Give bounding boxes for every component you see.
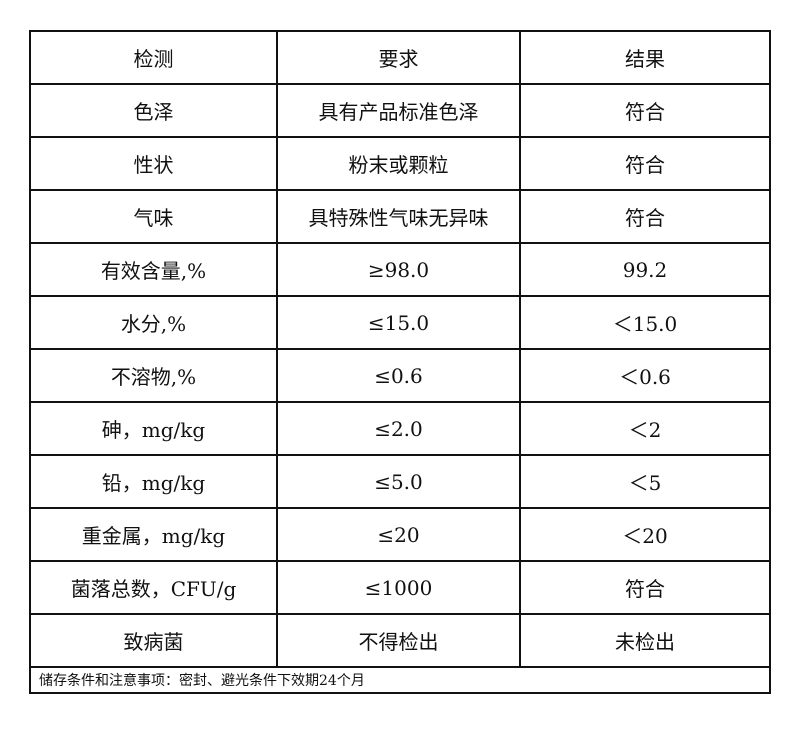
requirement-cell: 具有产品标准色泽	[276, 83, 521, 138]
requirement-cell: ≤5.0	[276, 454, 521, 509]
requirement-cell: 具特殊性气味无异味	[276, 189, 521, 244]
header-cell: 要求	[276, 30, 521, 85]
requirement-cell: ≤0.6	[276, 348, 521, 403]
table-row: 气味 具特殊性气味无异味 符合	[29, 189, 771, 244]
item-cell: 致病菌	[29, 613, 278, 668]
table-row: 致病菌 不得检出 未检出	[29, 613, 771, 668]
result-cell: ＜2	[519, 401, 771, 456]
table-row: 水分,% ≤15.0 ＜15.0	[29, 295, 771, 350]
footer-row: 储存条件和注意事项：密封、避光条件下效期24个月	[29, 666, 771, 694]
requirement-cell: ≤20	[276, 507, 521, 562]
result-cell: 99.2	[519, 242, 771, 297]
result-cell: ＜15.0	[519, 295, 771, 350]
result-cell: ＜0.6	[519, 348, 771, 403]
table-row: 性状 粉末或颗粒 符合	[29, 136, 771, 191]
header-cell: 结果	[519, 30, 771, 85]
item-cell: 不溶物,%	[29, 348, 278, 403]
requirement-cell: ≤2.0	[276, 401, 521, 456]
table-row: 砷，mg/kg ≤2.0 ＜2	[29, 401, 771, 456]
item-cell: 砷，mg/kg	[29, 401, 278, 456]
result-cell: 符合	[519, 189, 771, 244]
result-cell: 符合	[519, 136, 771, 191]
storage-note: 储存条件和注意事项：密封、避光条件下效期24个月	[29, 666, 771, 694]
item-cell: 有效含量,%	[29, 242, 278, 297]
result-cell: 符合	[519, 560, 771, 615]
requirement-cell: ≤15.0	[276, 295, 521, 350]
requirement-cell: 不得检出	[276, 613, 521, 668]
requirement-cell: ≤1000	[276, 560, 521, 615]
table-row: 有效含量,% ≥98.0 99.2	[29, 242, 771, 297]
table-row: 铅，mg/kg ≤5.0 ＜5	[29, 454, 771, 509]
item-cell: 重金属，mg/kg	[29, 507, 278, 562]
item-cell: 性状	[29, 136, 278, 191]
table-row: 色泽 具有产品标准色泽 符合	[29, 83, 771, 138]
result-cell: 未检出	[519, 613, 771, 668]
requirement-cell: 粉末或颗粒	[276, 136, 521, 191]
item-cell: 色泽	[29, 83, 278, 138]
requirement-cell: ≥98.0	[276, 242, 521, 297]
inspection-table: 检测 要求 结果 色泽 具有产品标准色泽 符合 性状 粉末或颗粒 符合 气味 具特殊性气味无异…	[29, 30, 771, 694]
result-cell: 符合	[519, 83, 771, 138]
item-cell: 菌落总数，CFU/g	[29, 560, 278, 615]
item-cell: 水分,%	[29, 295, 278, 350]
item-cell: 铅，mg/kg	[29, 454, 278, 509]
table-row: 不溶物,% ≤0.6 ＜0.6	[29, 348, 771, 403]
item-cell: 气味	[29, 189, 278, 244]
header-row: 检测 要求 结果	[29, 30, 771, 85]
result-cell: ＜5	[519, 454, 771, 509]
table-row: 菌落总数，CFU/g ≤1000 符合	[29, 560, 771, 615]
header-cell: 检测	[29, 30, 278, 85]
table-row: 重金属，mg/kg ≤20 ＜20	[29, 507, 771, 562]
result-cell: ＜20	[519, 507, 771, 562]
